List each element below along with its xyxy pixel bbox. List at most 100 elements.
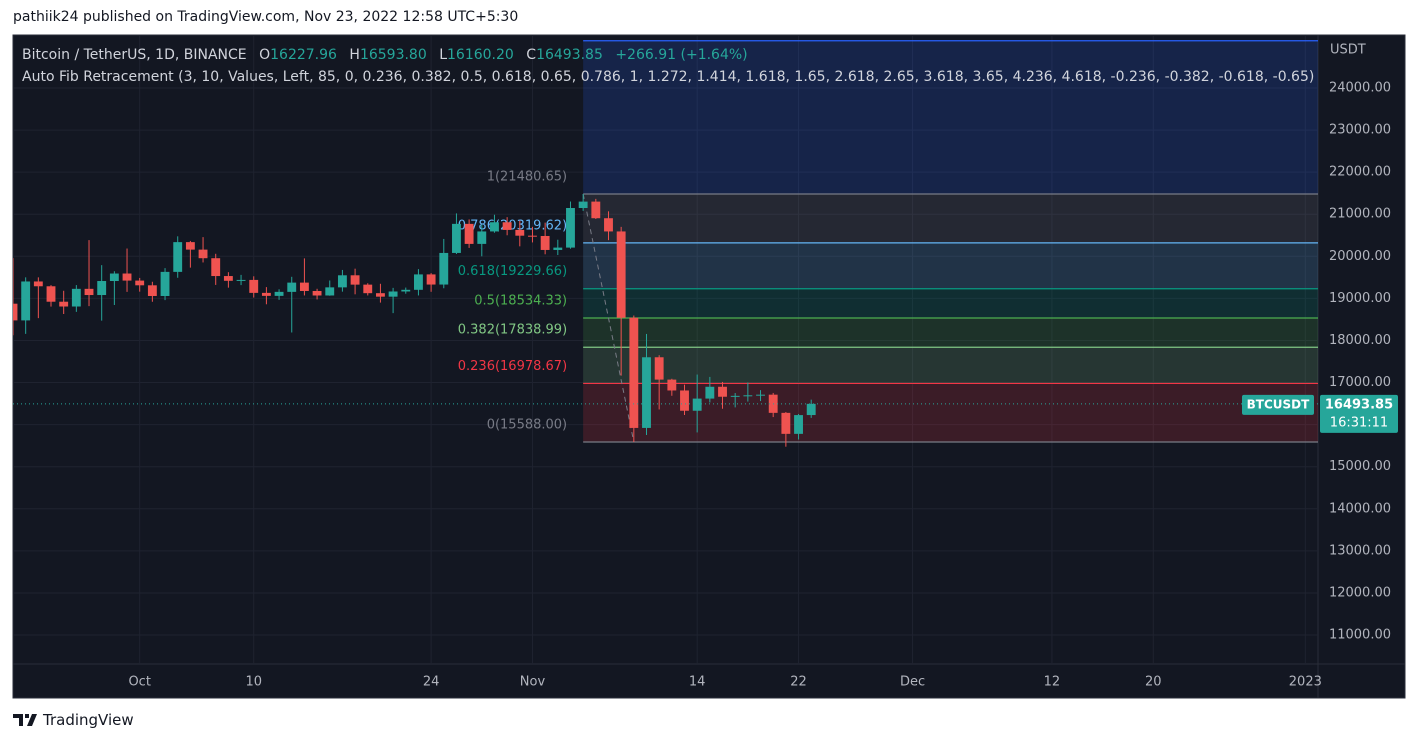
candle-body xyxy=(287,282,297,292)
x-tick-label: 2023 xyxy=(1289,675,1322,690)
fib-label: 0.618(19229.66) xyxy=(458,264,567,279)
y-tick-label: 19000.00 xyxy=(1329,291,1391,306)
candle-body xyxy=(274,291,284,296)
candle-body xyxy=(363,284,373,294)
fib-trend-line xyxy=(582,193,635,443)
candle-body xyxy=(743,395,753,397)
x-tick-label: 24 xyxy=(423,675,440,690)
legend: Bitcoin / TetherUS, 1D, BINANCE O16227.9… xyxy=(22,44,1314,88)
candle-body xyxy=(426,274,436,285)
ohlc-value: 16493.85 xyxy=(536,47,603,63)
candle-body xyxy=(122,273,132,281)
fib-band xyxy=(583,317,1318,348)
candle-body xyxy=(642,357,651,428)
candle-body xyxy=(211,258,221,277)
chart-background xyxy=(12,34,1406,699)
candle-body xyxy=(692,398,702,411)
candle-body xyxy=(794,415,803,434)
candle-body xyxy=(540,235,550,250)
candle-body xyxy=(414,274,423,290)
y-tick-label: 21000.00 xyxy=(1329,207,1391,222)
candle-body xyxy=(337,275,347,288)
fib-band xyxy=(583,194,1318,243)
candle-body xyxy=(718,386,727,397)
y-tick-label: 20000.00 xyxy=(1329,249,1391,264)
fib-band xyxy=(583,383,1318,442)
fib-band xyxy=(583,288,1318,318)
y-tick-label: 23000.00 xyxy=(1329,123,1391,138)
candle-body xyxy=(705,386,715,399)
symbol-tag-text: BTCUSDT xyxy=(1247,397,1310,411)
candle-body xyxy=(312,290,322,296)
fib-label: 0(15588.00) xyxy=(487,417,567,432)
candle-body xyxy=(515,229,525,236)
candle-body xyxy=(464,223,474,244)
candle-body xyxy=(84,288,94,296)
x-tick-label: 22 xyxy=(790,675,807,690)
candle-body xyxy=(249,279,259,293)
fib-label: 0.5(18534.33) xyxy=(474,293,567,308)
ohlc-value: 16227.96 xyxy=(270,47,337,63)
publish-info: pathiik24 published on TradingView.com, … xyxy=(13,9,519,25)
ohlc-label: L xyxy=(439,47,448,63)
candle-body xyxy=(236,279,246,281)
candle-body xyxy=(616,231,626,318)
ohlc-label: O xyxy=(259,47,271,63)
candle-body xyxy=(452,223,461,253)
candle-body xyxy=(680,390,689,411)
candle-body xyxy=(13,303,18,321)
fib-band xyxy=(583,40,1318,195)
candle-body xyxy=(21,281,31,321)
candle-body xyxy=(477,231,487,244)
candle-body xyxy=(578,201,588,208)
candle-body xyxy=(566,207,575,248)
y-tick-label: 17000.00 xyxy=(1329,375,1391,390)
candle-body xyxy=(667,379,677,391)
countdown-text: 16:31:11 xyxy=(1330,415,1388,430)
candle-body xyxy=(97,281,107,296)
y-tick-label: 15000.00 xyxy=(1329,459,1391,474)
x-tick-label: 10 xyxy=(245,675,262,690)
brand: TradingView xyxy=(43,711,134,729)
ohlc-label: C xyxy=(526,47,537,63)
candle-body xyxy=(299,282,309,291)
fib-label: 0.382(17838.99) xyxy=(458,323,567,338)
candle-body xyxy=(160,271,170,296)
candle-body xyxy=(135,280,145,286)
y-tick-label: 24000.00 xyxy=(1329,80,1391,95)
candle-body xyxy=(756,394,765,396)
fib-band xyxy=(583,347,1318,384)
footer: TradingView xyxy=(13,711,134,729)
fib-label: 0.236(16978.67) xyxy=(458,359,567,374)
candle-body xyxy=(173,242,183,272)
candle-body xyxy=(502,222,512,230)
price-tag-text: 16493.85 xyxy=(1325,397,1393,412)
x-tick-label: 12 xyxy=(1044,675,1061,690)
candle-body xyxy=(375,293,385,297)
candle-body xyxy=(261,292,271,296)
candle-body xyxy=(528,235,537,237)
symbol-title: Bitcoin / TetherUS, 1D, BINANCE xyxy=(22,47,247,63)
y-tick-label: 13000.00 xyxy=(1329,543,1391,558)
plot-area: 1(21480.65) 0.786(20319.62) 0.618(19229.66… xyxy=(13,35,1318,664)
fib-band xyxy=(583,242,1318,289)
candle-body xyxy=(401,289,411,292)
x-tick-label: 14 xyxy=(689,675,706,690)
ohlc-value: 16593.80 xyxy=(359,47,427,63)
y-axis-label: USDT xyxy=(1330,43,1366,58)
y-tick-label: 11000.00 xyxy=(1329,628,1391,643)
candle-body xyxy=(629,317,639,428)
axes: 11000.00 12000.00 13000.00 14000.00 15000.00… xyxy=(128,80,1398,690)
candle-body xyxy=(223,276,233,281)
candle-body xyxy=(109,273,119,282)
indicator-row: Auto Fib Retracement (3, 10, Values, Lef… xyxy=(22,69,1315,85)
fib-label: 0.786(20319.62) xyxy=(458,218,567,233)
candle-body xyxy=(325,287,335,296)
candle-body xyxy=(71,288,81,307)
y-tick-label: 14000.00 xyxy=(1329,501,1391,516)
candle-body xyxy=(654,357,664,380)
ohlc-label: H xyxy=(349,47,360,63)
candle-body xyxy=(806,403,816,416)
